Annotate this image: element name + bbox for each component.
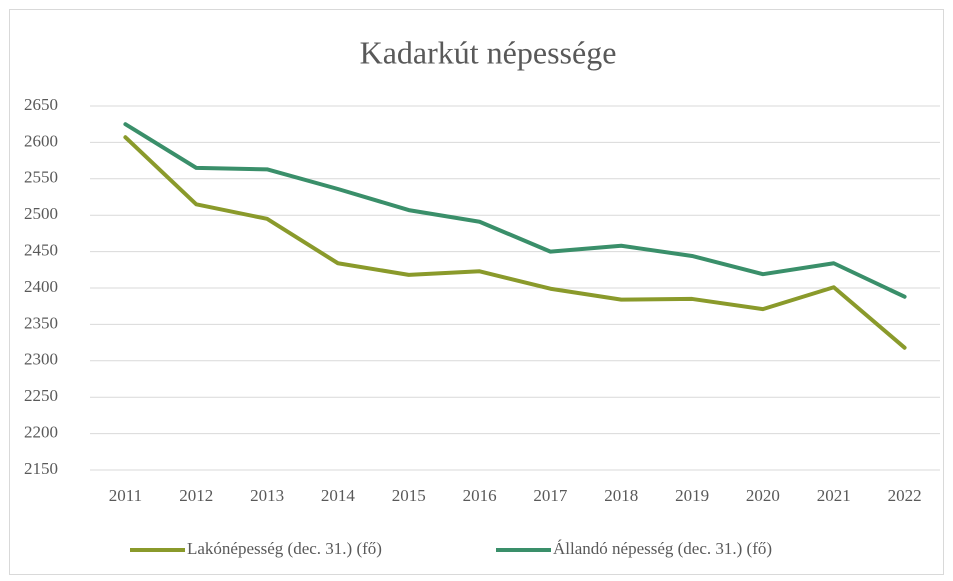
y-tick-label: 2450: [24, 241, 58, 260]
x-tick-label: 2022: [888, 486, 922, 505]
y-tick-label: 2350: [24, 313, 58, 332]
y-tick-label: 2400: [24, 277, 58, 296]
x-tick-label: 2019: [675, 486, 709, 505]
x-tick-label: 2014: [321, 486, 356, 505]
y-tick-label: 2150: [24, 459, 58, 478]
x-tick-label: 2021: [817, 486, 851, 505]
series-line: [123, 135, 907, 350]
x-tick-label: 2013: [250, 486, 284, 505]
x-tick-label: 2020: [746, 486, 780, 505]
legend-label: Lakónépesség (dec. 31.) (fő): [187, 539, 382, 558]
y-tick-label: 2500: [24, 204, 58, 223]
x-tick-label: 2015: [392, 486, 426, 505]
chart-title: Kadarkút népessége: [360, 34, 617, 70]
x-tick-label: 2017: [533, 486, 568, 505]
y-tick-label: 2250: [24, 386, 58, 405]
x-tick-label: 2012: [179, 486, 213, 505]
y-tick-label: 2550: [24, 168, 58, 187]
series-line: [123, 122, 907, 299]
y-tick-label: 2200: [24, 423, 58, 442]
y-tick-label: 2300: [24, 350, 58, 369]
x-tick-label: 2018: [604, 486, 638, 505]
y-tick-label: 2650: [24, 95, 58, 114]
x-tick-label: 2016: [463, 486, 497, 505]
legend-label: Állandó népesség (dec. 31.) (fő): [553, 539, 772, 558]
x-tick-label: 2011: [109, 486, 142, 505]
chart-frame: [9, 9, 944, 575]
y-tick-label: 2600: [24, 131, 58, 150]
